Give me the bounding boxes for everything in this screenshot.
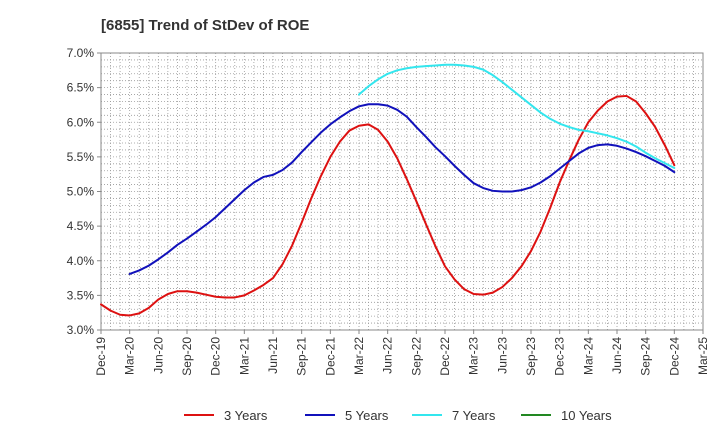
x-tick-label: Dec-20 — [209, 337, 223, 376]
series-lines — [100, 63, 676, 317]
x-tick-label: Mar-22 — [352, 337, 366, 375]
legend-label-5-years: 5 Years — [345, 408, 389, 423]
grid — [100, 52, 704, 331]
x-tick-label: Sep-23 — [524, 337, 538, 376]
y-tick-label: 5.0% — [67, 185, 95, 199]
x-tick-label: Sep-24 — [639, 337, 653, 376]
x-tick-label: Sep-22 — [409, 337, 423, 376]
x-tick-label: Mar-21 — [237, 337, 251, 375]
y-tick-label: 3.5% — [67, 288, 95, 302]
y-tick-label: 6.5% — [67, 81, 95, 95]
legend-label-3-years: 3 Years — [224, 408, 268, 423]
x-tick-label: Jun-20 — [151, 337, 165, 374]
y-tick-label: 7.0% — [67, 46, 95, 60]
x-tick-label: Dec-23 — [553, 337, 567, 376]
series-line-7-years — [358, 63, 676, 169]
y-tick-label: 5.5% — [67, 150, 95, 164]
legend: 3 Years 5 Years 7 Years 10 Years — [184, 408, 612, 423]
x-tick-label: Sep-20 — [180, 337, 194, 376]
x-tick-label: Mar-25 — [696, 337, 710, 375]
y-tick-label: 4.5% — [67, 219, 95, 233]
legend-label-10-years: 10 Years — [561, 408, 612, 423]
chart-title: [6855] Trend of StDev of ROE — [101, 17, 309, 34]
x-tick-label: Dec-19 — [94, 337, 108, 376]
x-tick-label: Mar-24 — [581, 337, 595, 375]
series-line-3-years — [100, 94, 676, 317]
y-tick-label: 6.0% — [67, 115, 95, 129]
x-tick-label: Jun-23 — [495, 337, 509, 374]
legend-label-7-years: 7 Years — [452, 408, 496, 423]
x-tick-label: Mar-23 — [467, 337, 481, 375]
x-tick-label: Dec-24 — [667, 337, 681, 376]
y-tick-label: 3.0% — [67, 323, 95, 337]
x-tick-label: Dec-21 — [323, 337, 337, 376]
x-tick-label: Dec-22 — [438, 337, 452, 376]
x-tick-label: Jun-22 — [381, 337, 395, 374]
series-line-5-years — [128, 103, 676, 275]
x-tick-label: Mar-20 — [123, 337, 137, 375]
x-tick-label: Jun-21 — [266, 337, 280, 374]
x-tick-label: Jun-24 — [610, 337, 624, 374]
x-tick-label: Sep-21 — [295, 337, 309, 376]
axes: 3.0% 3.5% 4.0% 4.5% 5.0% 5.5% 6.0% 6.5% 7.0% Dec-… — [67, 46, 710, 376]
y-tick-label: 4.0% — [67, 254, 95, 268]
